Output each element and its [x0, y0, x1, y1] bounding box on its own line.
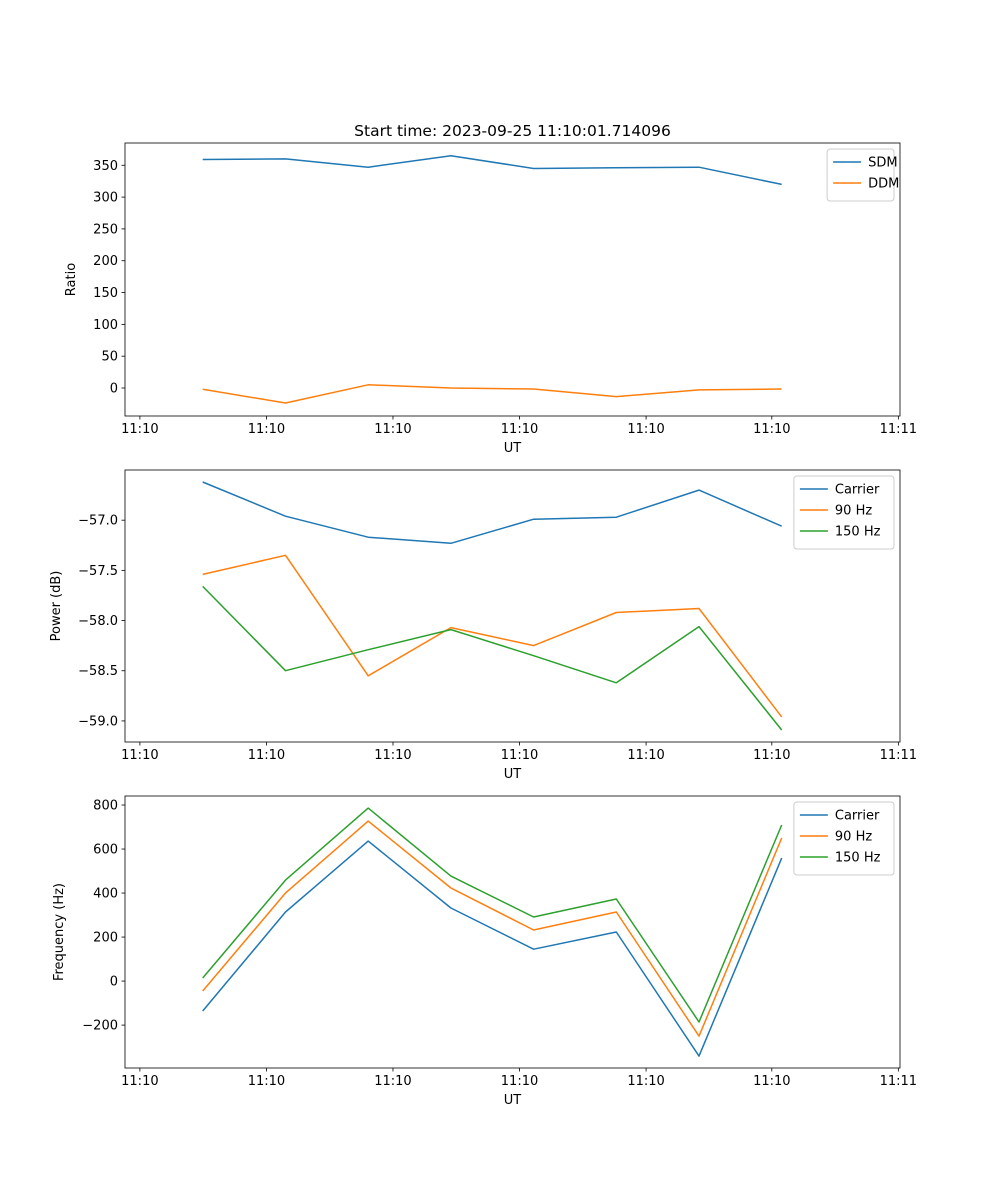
legend-label: 150 Hz [835, 525, 881, 540]
subplot-3: 11:10 11:10 11:10 11:10 11:10 11:10 11:11 −200 0… [52, 795, 917, 1108]
x-axis-label: UT [504, 441, 522, 456]
y-tick-label: 350 [93, 159, 118, 174]
subplot-2: 11:10 11:10 11:10 11:10 11:10 11:10 11:11 −59.0… [49, 469, 917, 782]
series-line-150-hz [202, 807, 783, 1023]
x-tick-label: 11:10 [501, 422, 538, 437]
y-axis-label: Power (dB) [49, 571, 64, 642]
y-tick-label: −57.5 [78, 564, 118, 579]
x-tick-label: 11:11 [880, 748, 917, 763]
x-tick-label: 11:10 [121, 422, 158, 437]
legend-label: 150 Hz [835, 851, 881, 866]
y-tick-label: 0 [110, 382, 118, 397]
x-tick-label: 11:10 [501, 748, 538, 763]
legend: Carrier 90 Hz 150 Hz [793, 475, 895, 550]
x-tick-label: 11:10 [753, 422, 790, 437]
axes-frame [124, 795, 901, 1069]
y-tick-label: 150 [93, 286, 118, 301]
subplot-1: 11:10 11:10 11:10 11:10 11:10 11:10 11:11 0 50 10… [64, 122, 917, 456]
x-tick-label: 11:10 [753, 748, 790, 763]
x-tick-label: 11:10 [248, 748, 285, 763]
series-line-carrier [202, 840, 783, 1057]
y-tick-label: −57.0 [78, 514, 118, 529]
y-tick-label: −200 [82, 1019, 118, 1034]
y-tick-label: 100 [93, 318, 118, 333]
y-axis-label: Frequency (Hz) [52, 883, 67, 981]
y-tick-label: 300 [93, 191, 118, 206]
y-tick-label: −58.0 [78, 614, 118, 629]
legend-label: SDM [868, 156, 897, 171]
series-line-sdm [202, 154, 782, 186]
y-tick-label: −58.5 [78, 664, 118, 679]
series-line-ddm [202, 384, 782, 404]
y-tick-label: 200 [93, 931, 118, 946]
x-tick-label: 11:11 [880, 1074, 917, 1089]
y-tick-label: −59.0 [78, 714, 118, 729]
x-tick-label: 11:10 [627, 422, 664, 437]
x-tick-label: 11:10 [753, 1074, 790, 1089]
y-tick-label: 50 [101, 350, 118, 365]
x-axis-label: UT [504, 1093, 522, 1108]
y-tick-label: 400 [93, 887, 118, 902]
legend-label: 90 Hz [835, 504, 872, 519]
y-tick-label: 800 [93, 799, 118, 814]
axes-frame [124, 142, 901, 417]
legend-label: DDM [868, 177, 899, 192]
series-line-90-hz [202, 554, 783, 718]
legend-label: 90 Hz [835, 830, 872, 845]
axes-frame [124, 469, 901, 743]
x-tick-label: 11:10 [627, 1074, 664, 1089]
x-tick-label: 11:10 [374, 422, 411, 437]
x-tick-label: 11:10 [248, 1074, 285, 1089]
x-tick-label: 11:10 [248, 422, 285, 437]
chart-title: Start time: 2023-09-25 11:10:01.714096 [354, 122, 671, 140]
x-tick-label: 11:10 [627, 748, 664, 763]
x-axis-label: UT [504, 767, 522, 782]
x-tick-label: 11:10 [501, 1074, 538, 1089]
x-tick-label: 11:10 [374, 748, 411, 763]
y-axis-label: Ratio [64, 263, 79, 296]
x-tick-label: 11:10 [121, 748, 158, 763]
series-line-90-hz [202, 820, 783, 1037]
y-tick-label: 600 [93, 843, 118, 858]
legend: Carrier 90 Hz 150 Hz [793, 801, 895, 876]
x-tick-label: 11:10 [374, 1074, 411, 1089]
series-line-150-hz [202, 585, 783, 731]
series-line-carrier [202, 481, 783, 545]
y-tick-label: 200 [93, 254, 118, 269]
y-tick-label: 250 [93, 222, 118, 237]
x-tick-label: 11:11 [880, 422, 917, 437]
legend: SDM DDM [826, 148, 899, 202]
legend-label: Carrier [835, 809, 880, 824]
legend-label: Carrier [835, 483, 880, 498]
y-tick-label: 0 [110, 975, 118, 990]
x-tick-label: 11:10 [121, 1074, 158, 1089]
